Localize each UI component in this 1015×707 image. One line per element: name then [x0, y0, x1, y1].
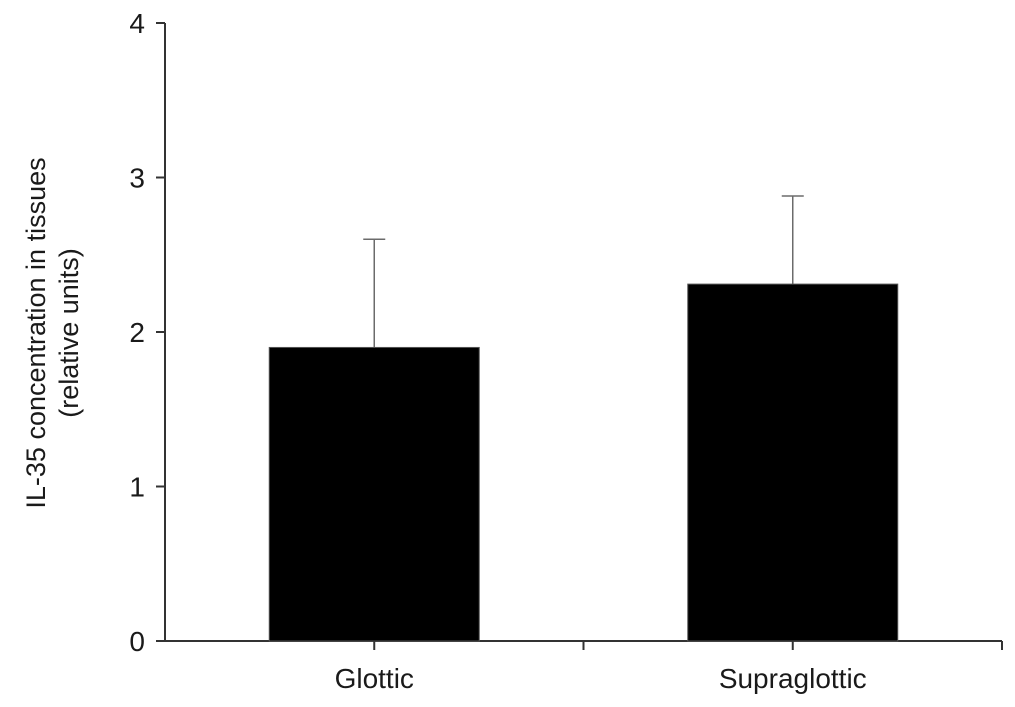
- x-category-label: Glottic: [335, 663, 414, 694]
- y-tick-label: 4: [129, 8, 145, 39]
- x-category-label: Supraglottic: [719, 663, 867, 694]
- y-axis-title-line-1: IL-35 concentration in tissues: [21, 157, 51, 508]
- bar-supraglottic: [687, 283, 899, 642]
- y-axis-title-line-2: (relative units): [54, 248, 84, 418]
- y-axis-title: IL-35 concentration in tissues (relative…: [21, 157, 84, 508]
- bar-glottic: [268, 346, 480, 642]
- y-tick-label: 2: [129, 317, 145, 348]
- plot-area: 0 1 2 3 4 Glottic Supraglottic: [129, 8, 1003, 694]
- y-tick-label: 1: [129, 472, 145, 503]
- y-tick-label: 0: [129, 626, 145, 657]
- y-tick-label: 3: [129, 163, 145, 194]
